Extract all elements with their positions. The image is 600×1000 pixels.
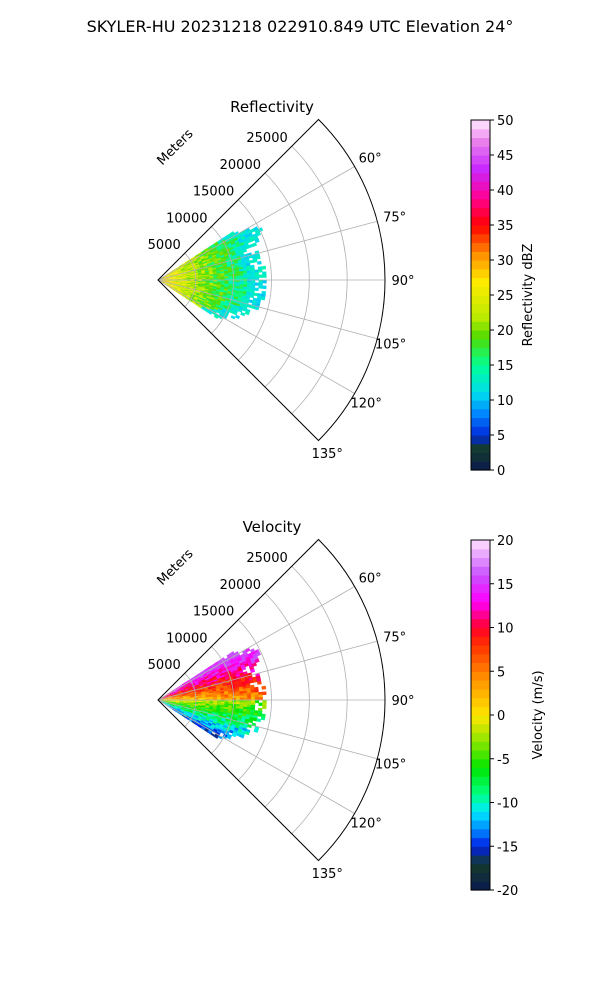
colorbar-tick-label: 10	[497, 622, 514, 637]
reflectivity-colorbar: 0 5 10 15 20 25 30 35 40 45 50	[470, 114, 514, 479]
range-tick-label: 20000	[220, 158, 261, 173]
sector-outline	[157, 538, 386, 862]
colorbar-tick-label: 25	[497, 289, 514, 304]
azimuth-tick-label: 105°	[375, 757, 406, 772]
range-tick-label: 5000	[148, 658, 181, 673]
colorbar-tick-label: 50	[497, 114, 514, 129]
velocity-azimuth-ticks: 60° 75° 90° 105° 120° 135°	[312, 572, 415, 883]
azimuth-tick-label: 60°	[359, 572, 382, 587]
figure-title: SKYLER-HU 20231218 022910.849 UTC Elevat…	[87, 17, 514, 36]
colorbar-tick-label: 5	[497, 665, 505, 680]
velocity-range-ticks: 5000 10000 15000 20000 25000	[148, 551, 288, 673]
range-tick-label: 20000	[220, 578, 261, 593]
reflectivity-panel: Reflectivity 5000 10000 15000 20000 25000 60…	[148, 98, 536, 479]
sector-outline	[157, 118, 386, 442]
colorbar-tick-label: 5	[497, 429, 505, 444]
reflectivity-radial-axis-label: Meters	[155, 126, 197, 168]
colorbar-tick-label: -10	[497, 797, 518, 812]
range-tick-label: 15000	[193, 605, 234, 620]
azimuth-gridline	[157, 699, 378, 760]
range-tick-label: 10000	[166, 211, 207, 226]
azimuth-tick-label: 135°	[312, 447, 343, 462]
azimuth-gridline	[157, 640, 378, 701]
colorbar-tick-label: 20	[497, 324, 514, 339]
azimuth-tick-label: 105°	[375, 337, 406, 352]
azimuth-gridline	[157, 279, 355, 394]
velocity-colorbar: -20 -15 -10 -5 0 5 10 15 20	[470, 534, 518, 899]
reflectivity-grid	[157, 118, 386, 442]
colorbar-tick-label: -20	[497, 884, 518, 899]
colorbar-tick-label: 0	[497, 709, 505, 724]
azimuth-gridline	[157, 586, 355, 701]
colorbar-tick-label: 15	[497, 578, 514, 593]
velocity-panel: Velocity 5000 10000 15000 20000 25000 60° 75°…	[148, 518, 546, 899]
colorbar-tick-label: 0	[497, 464, 505, 479]
azimuth-tick-label: 90°	[391, 694, 414, 709]
azimuth-gridline	[157, 279, 378, 340]
colorbar-tick-label: 35	[497, 219, 514, 234]
azimuth-tick-label: 75°	[383, 211, 406, 226]
range-tick-label: 10000	[166, 631, 207, 646]
azimuth-gridline	[157, 220, 378, 281]
azimuth-gridline	[157, 166, 355, 281]
azimuth-tick-label: 90°	[391, 274, 414, 289]
range-tick-label: 5000	[148, 238, 181, 253]
azimuth-gridline	[157, 699, 355, 814]
velocity-colorbar-label: Velocity (m/s)	[531, 670, 546, 759]
reflectivity-title: Reflectivity	[230, 98, 314, 116]
range-tick-label: 25000	[246, 551, 287, 566]
colorbar-tick-label: -15	[497, 840, 518, 855]
azimuth-tick-label: 120°	[351, 817, 382, 832]
azimuth-tick-label: 75°	[383, 631, 406, 646]
colorbar-tick-label: 15	[497, 359, 514, 374]
range-tick-label: 15000	[193, 185, 234, 200]
azimuth-tick-label: 120°	[351, 397, 382, 412]
colorbar-tick-label: 45	[497, 149, 514, 164]
velocity-radial-axis-label: Meters	[155, 546, 197, 588]
colorbar-tick-label: 20	[497, 534, 514, 549]
reflectivity-azimuth-ticks: 60° 75° 90° 105° 120° 135°	[312, 152, 415, 463]
velocity-grid	[157, 538, 386, 862]
colorbar-tick-label: 30	[497, 254, 514, 269]
reflectivity-colorbar-label: Reflectivity dBZ	[521, 244, 536, 347]
azimuth-tick-label: 135°	[312, 867, 343, 882]
colorbar-tick-label: -5	[497, 753, 510, 768]
reflectivity-range-ticks: 5000 10000 15000 20000 25000	[148, 131, 288, 253]
colorbar-tick-label: 10	[497, 394, 514, 409]
velocity-title: Velocity	[243, 518, 302, 536]
range-tick-label: 25000	[246, 131, 287, 146]
colorbar-tick-label: 40	[497, 184, 514, 199]
azimuth-tick-label: 60°	[359, 152, 382, 167]
